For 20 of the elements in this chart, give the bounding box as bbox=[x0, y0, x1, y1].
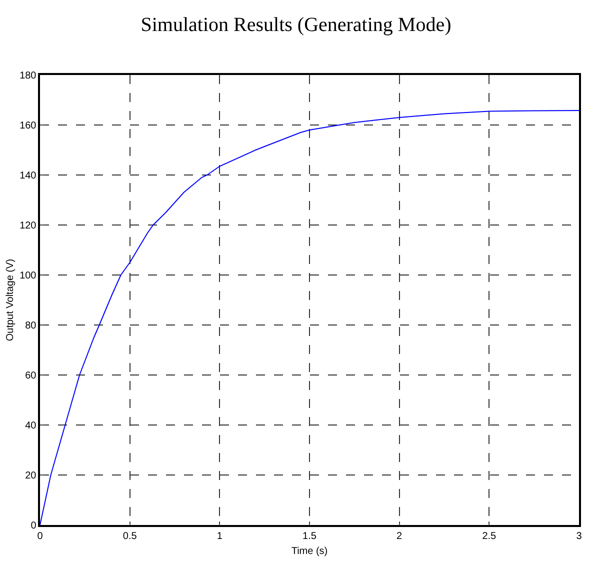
y-tick-label: 60 bbox=[25, 370, 37, 382]
y-tick-label: 80 bbox=[25, 320, 37, 332]
x-tick-label: 2 bbox=[396, 530, 403, 542]
y-tick-label: 160 bbox=[20, 120, 37, 132]
x-tick-label: 1 bbox=[216, 530, 223, 542]
y-tick-label: 20 bbox=[25, 470, 37, 482]
x-axis-title: Time (s) bbox=[291, 546, 328, 557]
x-tick-label: 3 bbox=[576, 530, 582, 542]
x-tick-label: 2.5 bbox=[482, 530, 497, 542]
y-tick-label: 180 bbox=[20, 70, 37, 82]
y-tick-label: 120 bbox=[20, 220, 37, 232]
y-tick-label: 40 bbox=[25, 420, 37, 432]
x-tick-label: 0.5 bbox=[122, 530, 138, 542]
x-tick-label: 1.5 bbox=[302, 530, 317, 542]
chart-title: Simulation Results (Generating Mode) bbox=[140, 14, 452, 36]
y-tick-label: 100 bbox=[20, 270, 37, 282]
y-tick-label: 140 bbox=[20, 170, 37, 182]
y-axis-title: Output Voltage (V) bbox=[5, 258, 16, 342]
y-tick-label: 0 bbox=[30, 520, 37, 532]
line-series bbox=[40, 110, 579, 525]
